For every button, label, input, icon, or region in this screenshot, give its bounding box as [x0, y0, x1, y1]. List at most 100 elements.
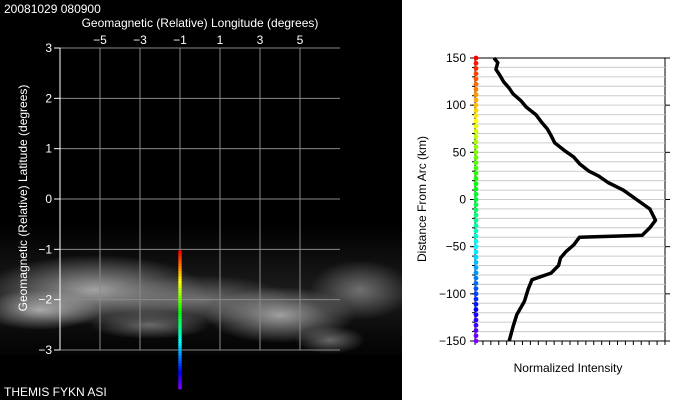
arc-point — [178, 310, 182, 315]
y-tick-label: −3 — [38, 343, 52, 357]
distance-marker — [473, 228, 479, 234]
distance-marker — [473, 60, 479, 66]
distance-marker — [473, 328, 479, 333]
distance-marker — [473, 176, 479, 181]
arc-point — [178, 320, 182, 325]
x-tick-label: −1 — [173, 33, 187, 47]
arc-point — [178, 343, 182, 347]
arc-points — [178, 250, 182, 390]
arc-point — [178, 338, 182, 342]
profile-y-tick-label: −100 — [439, 287, 466, 301]
arc-point — [178, 262, 182, 267]
distance-marker — [473, 265, 479, 271]
distance-marker — [473, 76, 479, 82]
x-tick-label: 5 — [297, 33, 304, 47]
arc-point — [178, 318, 182, 322]
distance-marker — [473, 207, 479, 213]
profile-grid — [470, 57, 670, 342]
arc-point — [178, 265, 182, 269]
arc-point — [178, 275, 182, 279]
distance-marker — [473, 307, 479, 312]
arc-point — [178, 373, 182, 377]
arc-point — [178, 255, 182, 259]
distance-marker — [473, 128, 479, 134]
distance-marker — [473, 191, 479, 197]
arc-point — [178, 358, 182, 362]
arc-point — [178, 285, 182, 289]
arc-point — [178, 340, 182, 345]
distance-marker — [473, 113, 479, 119]
arc-point — [178, 257, 182, 262]
arc-point — [178, 267, 182, 272]
arc-point — [178, 385, 182, 390]
all-sky-image-panel: 20081029 080900 THEMIS FYKN ASI Geomagne… — [0, 0, 402, 400]
arc-point — [178, 270, 182, 274]
profile-x-axis-title: Normalized Intensity — [514, 361, 623, 375]
y-tick-label: 2 — [45, 91, 52, 105]
distance-marker — [473, 170, 479, 176]
distance-marker — [473, 186, 479, 192]
arc-point — [178, 330, 182, 335]
distance-marker — [473, 87, 479, 92]
distance-marker — [473, 291, 479, 297]
distance-marker — [473, 55, 479, 61]
arc-point — [178, 302, 182, 307]
y-tick-label: −2 — [38, 293, 52, 307]
distance-color-markers — [473, 55, 479, 344]
distance-marker — [473, 212, 479, 218]
intensity-profile-line — [492, 56, 658, 342]
distance-marker — [473, 312, 479, 318]
arc-point — [178, 307, 182, 312]
arc-point — [178, 260, 182, 264]
arc-point — [178, 360, 182, 365]
distance-marker — [473, 71, 479, 77]
intensity-profile-panel: 150 100 50 0 −50 −100 −150 Distance From Arc (… — [402, 0, 700, 400]
distance-marker — [473, 108, 479, 113]
footer-caption: THEMIS FYKN ASI — [4, 385, 107, 399]
distance-marker — [473, 239, 479, 244]
y-tick-label: 1 — [45, 142, 52, 156]
arc-point — [178, 295, 182, 299]
arc-point — [178, 335, 182, 340]
profile-y-tick-label: 150 — [446, 51, 466, 65]
distance-marker — [473, 165, 479, 171]
distance-marker — [473, 92, 479, 98]
arc-point — [178, 368, 182, 372]
distance-marker — [473, 259, 479, 265]
distance-marker — [473, 317, 479, 323]
x-tick-label: 3 — [257, 33, 264, 47]
distance-marker — [473, 280, 479, 286]
arc-point — [178, 297, 182, 302]
distance-marker — [473, 296, 479, 302]
profile-x-ticks — [474, 341, 666, 345]
left-y-tick-labels: 3 2 1 0 −1 −2 −3 — [38, 41, 52, 357]
profile-y-tick-labels: 150 100 50 0 −50 −100 −150 — [439, 51, 466, 348]
arc-point — [178, 325, 182, 330]
distance-marker — [473, 102, 479, 108]
profile-y-tick-label: 100 — [446, 98, 466, 112]
distance-marker — [473, 134, 479, 140]
arc-point — [178, 355, 182, 360]
arc-point — [178, 363, 182, 367]
arc-point — [178, 280, 182, 284]
arc-point — [178, 290, 182, 294]
y-tick-label: 0 — [45, 192, 52, 206]
arc-point — [178, 333, 182, 337]
distance-marker — [473, 218, 479, 223]
distance-marker — [473, 270, 479, 276]
distance-marker — [473, 322, 479, 328]
x-tick-label: −5 — [93, 33, 107, 47]
distance-marker — [473, 181, 479, 187]
distance-marker — [473, 149, 479, 155]
arc-point — [178, 323, 182, 327]
y-tick-label: −1 — [38, 242, 52, 256]
distance-marker — [473, 254, 479, 260]
distance-marker — [473, 333, 479, 339]
distance-marker — [473, 338, 479, 344]
arc-point — [178, 370, 182, 375]
distance-marker — [473, 286, 479, 291]
arc-point — [178, 348, 182, 352]
distance-marker — [473, 118, 479, 124]
arc-point — [178, 328, 182, 332]
arc-point — [178, 315, 182, 320]
